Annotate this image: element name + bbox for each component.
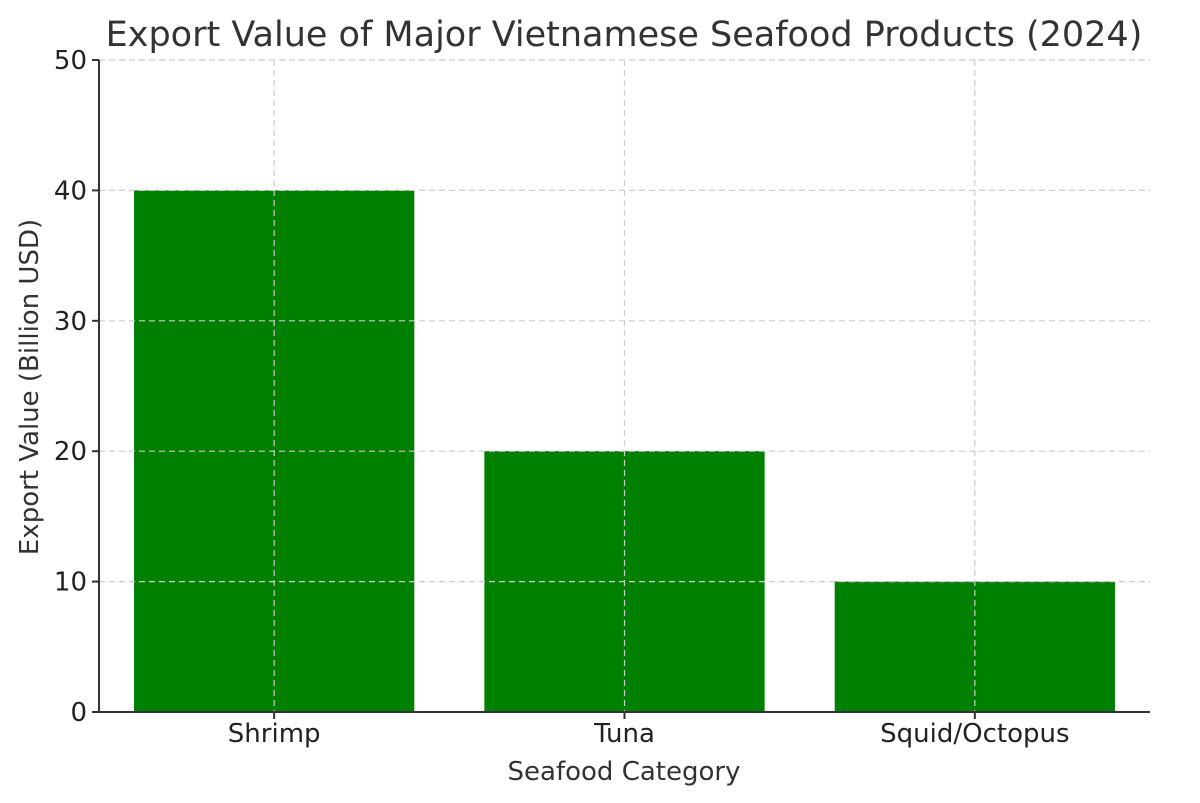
y-tick-label: 30 bbox=[54, 307, 87, 337]
x-tick-label: Tuna bbox=[593, 719, 655, 749]
y-axis-ticks: 0 10 20 30 40 50 bbox=[54, 46, 99, 728]
y-tick-label: 0 bbox=[70, 698, 87, 728]
y-tick-label: 40 bbox=[54, 176, 87, 206]
y-axis-label: Export Value (Billion USD) bbox=[15, 219, 45, 555]
x-tick-label: Squid/Octopus bbox=[880, 719, 1069, 749]
chart-title: Export Value of Major Vietnamese Seafood… bbox=[106, 15, 1143, 55]
y-tick-label: 20 bbox=[54, 437, 87, 467]
y-tick-label: 10 bbox=[54, 568, 87, 598]
x-axis-label: Seafood Category bbox=[508, 757, 741, 787]
grid bbox=[99, 59, 1150, 712]
x-axis-ticks: Shrimp Tuna Squid/Octopus bbox=[228, 712, 1070, 749]
y-tick-label: 50 bbox=[54, 46, 87, 76]
x-tick-label: Shrimp bbox=[228, 719, 321, 749]
